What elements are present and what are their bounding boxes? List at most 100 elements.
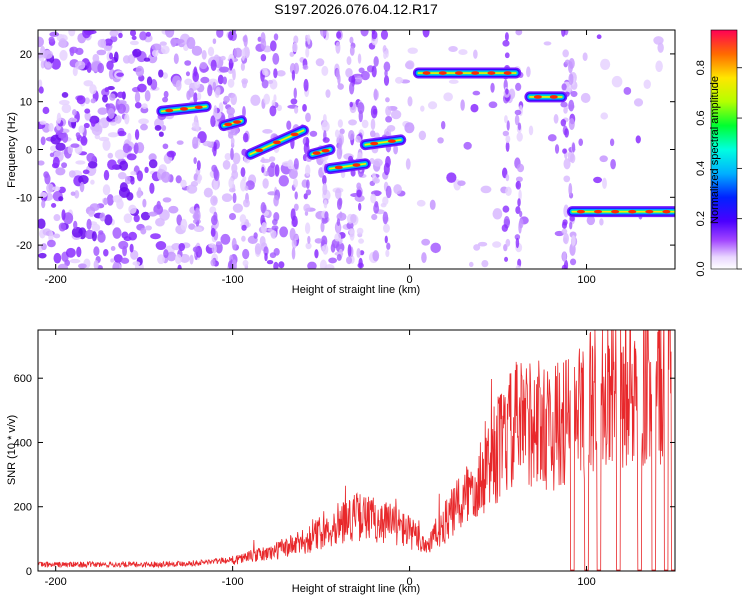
streak-blob: [193, 157, 197, 165]
noise-blob: [110, 258, 115, 263]
noise-blob: [490, 82, 495, 93]
noise-blob: [55, 142, 66, 151]
streak-blob: [293, 158, 299, 170]
streak-blob: [193, 209, 199, 223]
streak-blob: [506, 120, 510, 131]
noise-blob: [50, 203, 57, 208]
noise-blob: [223, 95, 230, 103]
streak-blob: [322, 113, 327, 123]
noise-blob: [96, 49, 107, 56]
noise-blob: [178, 243, 186, 252]
noise-blob: [610, 159, 616, 170]
ridge-peak: [194, 105, 203, 110]
noise-blob: [155, 217, 165, 227]
streak-blob: [307, 34, 311, 45]
top-y-tick-label: -20: [16, 240, 32, 252]
noise-blob: [162, 197, 172, 203]
noise-blob: [232, 152, 241, 165]
bottom-y-axis-label: SNR (10 * v/v): [6, 415, 18, 485]
noise-blob: [45, 61, 52, 69]
streak-blob: [322, 183, 328, 196]
noise-blob: [93, 260, 99, 269]
streak-blob: [349, 101, 353, 108]
streak-blob: [271, 225, 279, 231]
noise-blob: [463, 141, 472, 150]
streak-blob: [504, 218, 511, 226]
top-y-tick-label: 10: [20, 97, 32, 109]
streak-blob: [228, 212, 237, 221]
streak-blob: [359, 250, 365, 256]
noise-blob: [528, 125, 534, 136]
streak-blob: [231, 237, 237, 251]
noise-blob: [174, 254, 182, 265]
streak-blob: [273, 33, 279, 41]
streak-blob: [370, 193, 377, 204]
top-y-axis-label: Frequency (Hz): [6, 112, 18, 188]
noise-blob: [46, 183, 54, 193]
streak-blob: [291, 69, 296, 81]
noise-blob: [281, 161, 293, 167]
noise-blob: [207, 84, 213, 97]
noise-blob: [405, 60, 415, 70]
streak-blob: [372, 250, 380, 262]
noise-blob: [421, 238, 431, 246]
noise-blob: [394, 76, 404, 84]
noise-blob: [480, 185, 492, 194]
noise-blob: [97, 107, 108, 115]
noise-blob: [421, 252, 427, 264]
streak-blob: [515, 264, 521, 269]
streak-blob: [502, 205, 510, 213]
noise-blob: [448, 79, 459, 84]
streak-blob: [211, 244, 218, 254]
noise-blob: [107, 132, 119, 138]
streak-blob: [386, 242, 391, 250]
noise-blob: [457, 180, 466, 187]
noise-blob: [163, 249, 169, 259]
noise-blob: [48, 122, 54, 132]
noise-blob: [44, 173, 51, 185]
streak-blob: [514, 109, 522, 116]
streak-blob: [384, 69, 388, 77]
streak-blob: [505, 141, 510, 152]
streak-blob: [568, 73, 574, 86]
noise-blob: [393, 144, 399, 155]
noise-blob: [418, 130, 427, 141]
noise-blob: [477, 241, 488, 247]
noise-blob: [276, 70, 286, 77]
noise-blob: [407, 47, 418, 54]
ridge-peak: [422, 71, 431, 75]
noise-blob: [99, 212, 106, 222]
noise-blob: [305, 242, 312, 250]
noise-blob: [38, 86, 44, 94]
streak-blob: [370, 118, 376, 131]
noise-blob: [580, 92, 591, 103]
noise-blob: [215, 86, 221, 96]
streak-blob: [231, 163, 238, 174]
noise-blob: [53, 233, 61, 239]
streak-blob: [336, 253, 342, 261]
streak-blob: [502, 130, 510, 137]
noise-blob: [87, 161, 98, 169]
noise-blob: [154, 125, 162, 131]
noise-blob: [70, 191, 76, 196]
noise-blob: [91, 223, 101, 232]
streak-blob: [213, 105, 218, 119]
noise-blob: [202, 140, 213, 147]
colorbar-tick-label: 0.0: [695, 261, 707, 276]
noise-blob: [76, 246, 82, 258]
streak-blob: [291, 237, 297, 249]
noise-blob: [150, 233, 161, 240]
streak-blob: [243, 34, 248, 47]
noise-blob: [373, 190, 381, 197]
streak-blob: [210, 115, 216, 128]
streak-blob: [561, 264, 567, 269]
noise-blob: [117, 103, 126, 114]
top-x-tick-label: -100: [222, 274, 244, 286]
colorbar-label: Normalized spectral amplitude: [709, 76, 721, 224]
noise-blob: [75, 160, 86, 165]
noise-blob: [103, 169, 110, 181]
streak-blob: [322, 244, 329, 255]
streak-blob: [369, 157, 375, 165]
noise-blob: [148, 159, 158, 169]
noise-blob: [65, 247, 76, 258]
